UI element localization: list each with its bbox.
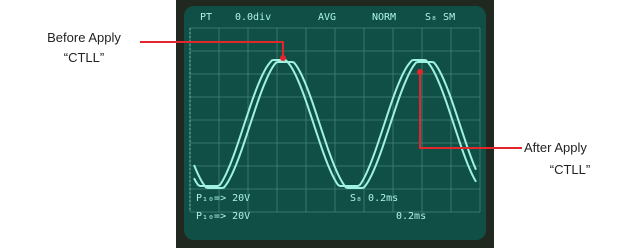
screen-text: 0.0div (235, 12, 271, 23)
screen-text: S₈ 0.2ms (350, 193, 398, 204)
screen-text: P₁₀=> 20V (196, 193, 250, 204)
annotation: After Apply (524, 140, 587, 155)
screen-text: S₈ SM (425, 12, 455, 23)
screen-text: NORM (372, 12, 396, 23)
annotation: “CTLL” (64, 50, 104, 65)
annotation: “CTLL” (550, 162, 590, 177)
screen-text: P₁₀=> 20V (196, 211, 250, 222)
screen-text: AVG (318, 12, 336, 23)
figure: PT 0.0div AVG NORM S₈ SM P₁₀=> 20V S₈ 0.… (0, 0, 621, 248)
screen-text: PT (200, 12, 212, 23)
screen-text: 0.2ms (396, 211, 426, 222)
annotation: Before Apply (47, 30, 121, 45)
callout-dot (280, 55, 286, 61)
callout-dot (417, 69, 423, 75)
